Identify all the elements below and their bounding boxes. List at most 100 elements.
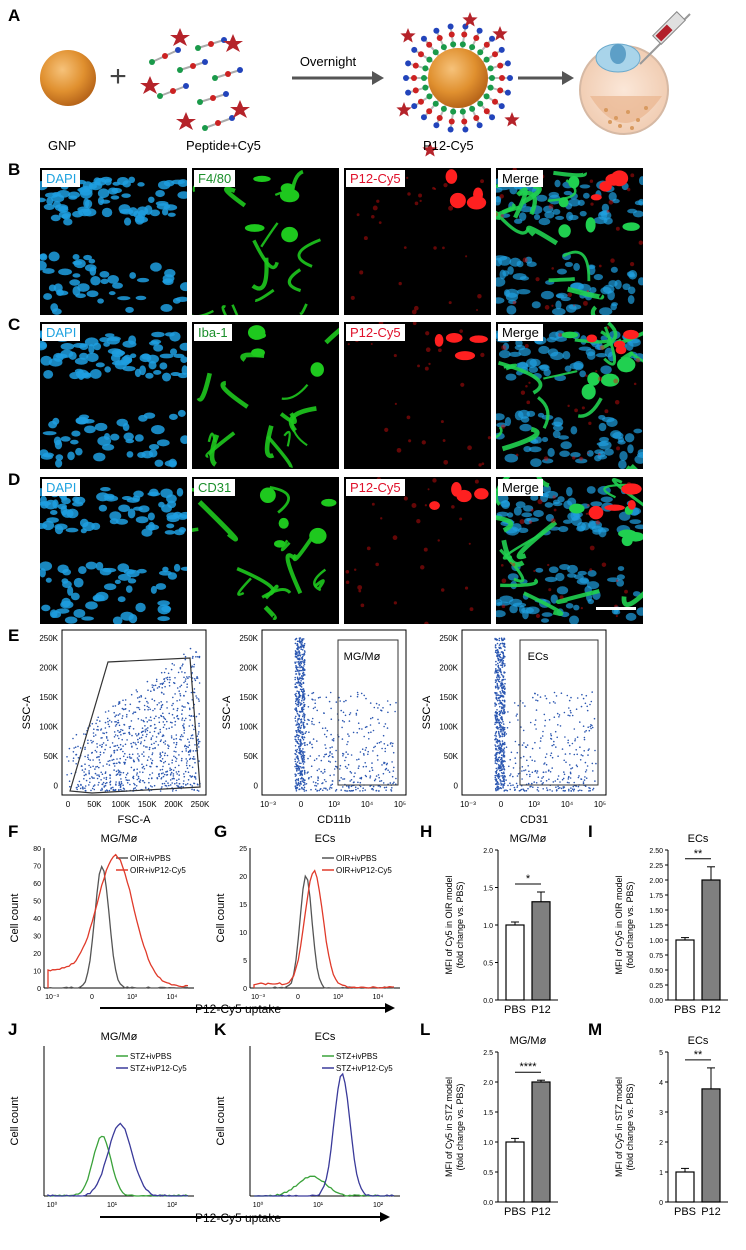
event-dot [497, 777, 500, 779]
event-dot [498, 678, 501, 680]
x-tick-label: 0 [299, 800, 304, 809]
event-dot [586, 765, 589, 767]
event-dot [116, 744, 119, 747]
event-dot [300, 757, 303, 759]
event-dot [497, 671, 499, 674]
bar [675, 1171, 695, 1203]
y-tick-label: 150K [239, 693, 258, 702]
nucleus [516, 362, 529, 369]
micrograph-image [496, 168, 643, 315]
event-dot [380, 741, 382, 743]
event-dot [108, 719, 111, 722]
event-dot [544, 725, 546, 727]
event-dot [346, 790, 349, 792]
event-dot [162, 712, 164, 715]
event-dot [160, 739, 162, 741]
event-dot [177, 785, 179, 788]
micrograph-image [196, 325, 339, 469]
event-dot [550, 733, 552, 735]
event-dot [357, 781, 359, 784]
event-dot [297, 681, 300, 684]
cell-body [581, 384, 596, 400]
event-dot [563, 786, 566, 788]
nucleus [536, 194, 548, 202]
event-dot [348, 720, 351, 722]
spoke-bead-blue [411, 103, 418, 110]
event-dot [583, 738, 586, 741]
event-dot [299, 732, 302, 734]
nucleus [569, 192, 578, 200]
event-dot [496, 740, 498, 743]
event-dot [297, 651, 299, 653]
event-dot [494, 691, 496, 694]
red-speck [459, 329, 463, 333]
red-speck [579, 456, 583, 461]
event-dot [503, 643, 506, 646]
event-dot [499, 721, 502, 723]
micrograph-d-1: DAPI [40, 477, 187, 624]
event-dot [79, 747, 82, 749]
red-speck [474, 479, 479, 484]
x-tick-label: 10³ [127, 994, 138, 1001]
event-dot [119, 786, 122, 788]
event-dot [501, 666, 504, 668]
event-dot [296, 761, 299, 763]
event-dot [495, 649, 497, 652]
event-dot [496, 725, 499, 728]
nucleus [99, 271, 110, 278]
event-dot [160, 671, 163, 674]
event-dot [169, 779, 172, 781]
event-dot [172, 769, 175, 772]
nucleus [41, 604, 51, 612]
event-dot [534, 692, 536, 695]
event-dot [115, 723, 118, 726]
micrograph-image [40, 487, 187, 624]
event-dot [563, 771, 565, 773]
event-dot [303, 751, 306, 753]
event-dot [299, 772, 301, 775]
event-dot [162, 734, 165, 737]
event-dot [186, 686, 188, 688]
x-tick-label: 10¹ [313, 1202, 324, 1209]
nucleus [88, 183, 97, 190]
event-dot [323, 712, 325, 714]
nucleus [575, 458, 588, 464]
nucleus [181, 365, 187, 376]
event-dot [497, 786, 500, 788]
event-dot [88, 770, 90, 772]
panel-label-l: L [420, 1020, 431, 1039]
spoke-bead-red [436, 115, 443, 122]
event-dot [145, 787, 147, 789]
nucleus [55, 353, 68, 359]
red-speck [509, 561, 513, 565]
event-dot [313, 723, 315, 726]
event-dot [544, 756, 547, 759]
event-dot [181, 713, 183, 715]
event-dot [392, 782, 394, 785]
event-dot [327, 755, 330, 758]
cell-process [600, 322, 618, 350]
event-dot [144, 725, 146, 727]
event-dot [307, 757, 309, 760]
event-dot [494, 774, 497, 777]
event-dot [589, 703, 591, 706]
event-dot [494, 734, 496, 737]
event-dot [347, 763, 350, 766]
event-dot [569, 777, 572, 779]
event-dot [158, 702, 160, 704]
event-dot [366, 725, 368, 728]
event-dot [161, 682, 163, 685]
red-speck [511, 562, 516, 567]
event-dot [593, 717, 596, 720]
event-dot [66, 774, 68, 776]
nucleus [97, 298, 104, 304]
event-dot [174, 724, 176, 726]
nucleus [148, 521, 155, 531]
event-dot [496, 699, 499, 702]
nucleus [167, 572, 178, 580]
event-dot [295, 753, 297, 756]
event-dot [498, 756, 501, 759]
event-dot [299, 703, 302, 706]
event-dot [496, 751, 499, 754]
event-dot [302, 691, 304, 694]
